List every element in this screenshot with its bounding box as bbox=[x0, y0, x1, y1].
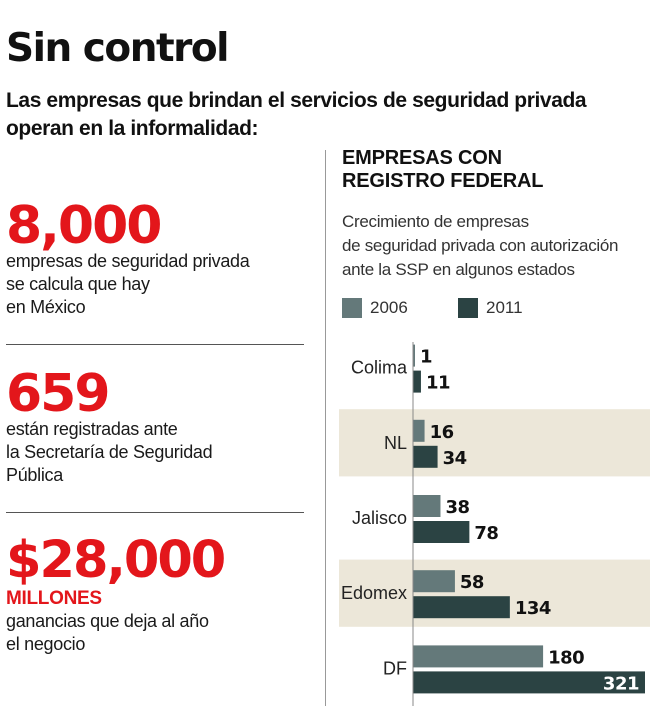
bar-2006 bbox=[413, 570, 455, 593]
category-label: NL bbox=[384, 433, 407, 453]
stat-sub-millones: MILLONES bbox=[6, 588, 102, 609]
legend-item-2006: 2006 bbox=[342, 298, 408, 318]
bar-2011 bbox=[413, 370, 421, 393]
chart-title-line: EMPRESAS CON bbox=[342, 147, 502, 169]
legend-swatch-2011 bbox=[458, 298, 478, 318]
legend-label-2006: 2006 bbox=[370, 298, 408, 317]
stat-text-line: ganancias que deja al año bbox=[6, 611, 209, 631]
data-label: 16 bbox=[430, 422, 454, 443]
category-label: Edomex bbox=[341, 583, 407, 603]
chart-description: Crecimiento de empresas de seguridad pri… bbox=[342, 210, 647, 282]
legend-swatch-2006 bbox=[342, 298, 362, 318]
data-label: 58 bbox=[460, 572, 484, 593]
stat-text-line: Pública bbox=[6, 465, 63, 485]
chart-description-line: Crecimiento de empresas bbox=[342, 212, 529, 231]
stat-text-line: están registradas ante bbox=[6, 419, 178, 439]
stat-text-line: el negocio bbox=[6, 634, 86, 654]
data-label: 38 bbox=[445, 497, 469, 518]
chart-title: EMPRESAS CON REGISTRO FEDERAL bbox=[342, 147, 642, 193]
stat-text-line: empresas de seguridad privada bbox=[6, 251, 250, 271]
chart-description-line: ante la SSP en algunos estados bbox=[342, 260, 575, 279]
chart-description-line: de seguridad privada con autorización bbox=[342, 236, 619, 255]
stat-text-line: la Secretaría de Seguridad bbox=[6, 442, 213, 462]
stat-number-earnings: $28,000 bbox=[6, 531, 226, 590]
bar-2011 bbox=[413, 445, 438, 468]
stat-number-companies: 8,000 bbox=[6, 196, 162, 256]
bar-2006 bbox=[413, 495, 441, 517]
bar-2011 bbox=[413, 671, 645, 694]
bar-2006 bbox=[413, 344, 415, 367]
legend-item-2011: 2011 bbox=[458, 298, 523, 318]
divider bbox=[6, 344, 304, 345]
bar-2006 bbox=[413, 419, 425, 442]
category-label: Colima bbox=[351, 358, 408, 378]
stat-text-line: se calcula que hay bbox=[6, 274, 150, 294]
data-label: 78 bbox=[474, 523, 498, 544]
data-label: 180 bbox=[548, 647, 584, 668]
data-label: 11 bbox=[426, 373, 450, 394]
category-band bbox=[339, 409, 650, 477]
data-label: 34 bbox=[443, 448, 467, 469]
bar-2011 bbox=[413, 521, 470, 543]
column-divider bbox=[325, 150, 326, 706]
bar-2011 bbox=[413, 596, 510, 619]
stat-text-companies: empresas de seguridad privada se calcula… bbox=[6, 250, 250, 319]
legend-label-2011: 2011 bbox=[486, 298, 523, 317]
divider bbox=[6, 512, 304, 513]
bar-2006 bbox=[413, 645, 544, 668]
category-label: DF bbox=[383, 658, 407, 678]
data-label: 1 bbox=[420, 347, 432, 368]
stat-text-registered: están registradas ante la Secretaría de … bbox=[6, 418, 213, 487]
stat-number-registered: 659 bbox=[6, 364, 111, 424]
page-subtitle: Las empresas que brindan el servicios de… bbox=[6, 89, 587, 140]
data-label: 321 bbox=[603, 673, 639, 694]
stat-text-line: en México bbox=[6, 297, 86, 317]
data-label: 134 bbox=[515, 598, 551, 619]
category-label: Jalisco bbox=[352, 508, 407, 528]
stat-text-earnings: ganancias que deja al año el negocio bbox=[6, 610, 209, 656]
chart-title-line: REGISTRO FEDERAL bbox=[342, 170, 544, 192]
page-title: Sin control bbox=[6, 26, 230, 71]
